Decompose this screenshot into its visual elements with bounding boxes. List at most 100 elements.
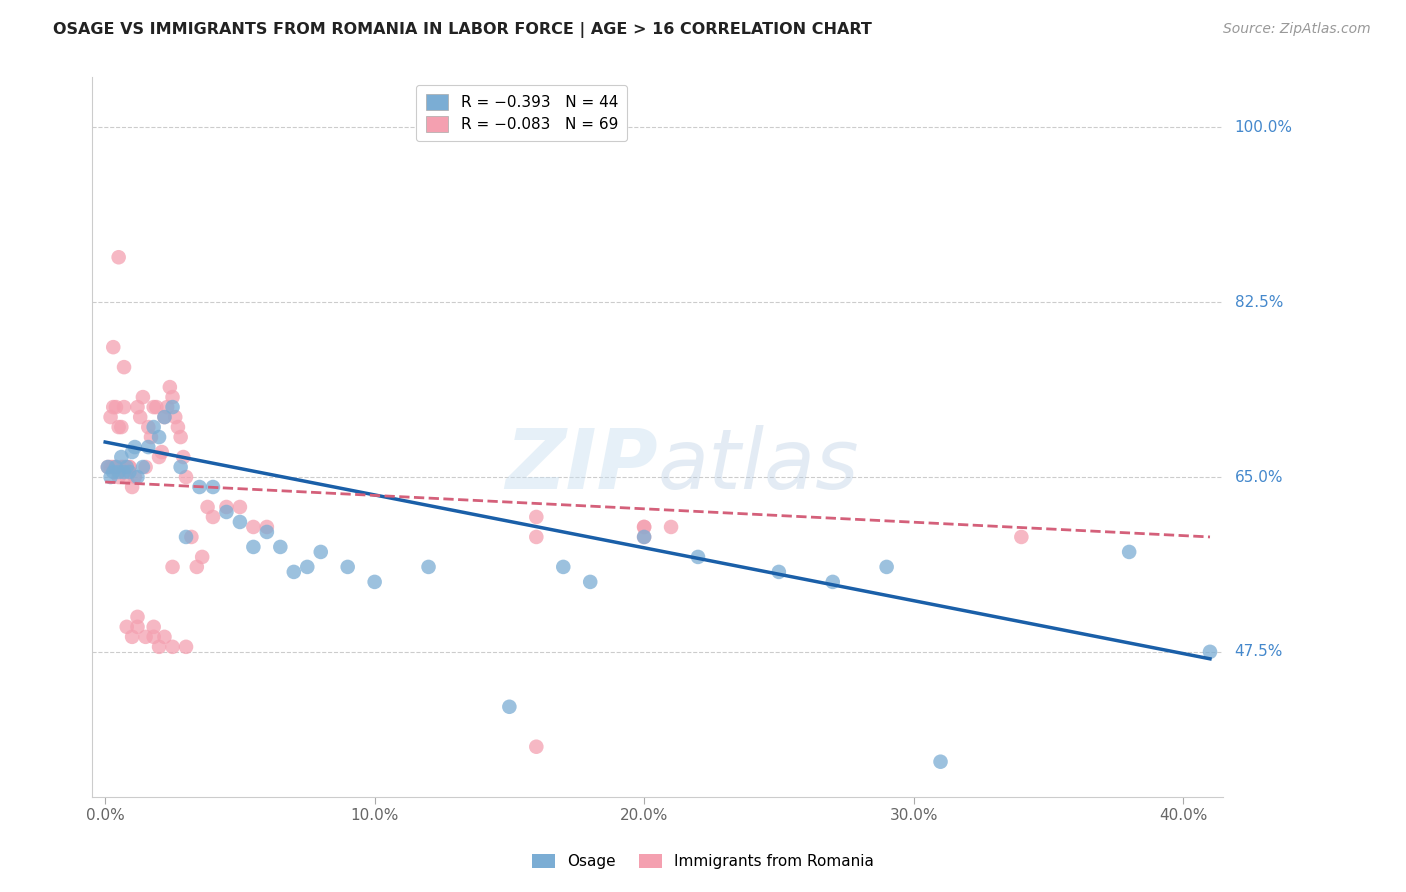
Point bbox=[136, 420, 159, 434]
Point bbox=[124, 440, 146, 454]
Point bbox=[188, 480, 211, 494]
Point bbox=[110, 460, 132, 475]
Text: ZIP: ZIP bbox=[505, 425, 658, 507]
Point bbox=[115, 470, 138, 484]
Text: Source: ZipAtlas.com: Source: ZipAtlas.com bbox=[1223, 22, 1371, 37]
Point bbox=[118, 465, 141, 479]
Point bbox=[633, 530, 655, 544]
Point bbox=[1199, 645, 1222, 659]
Point bbox=[242, 540, 264, 554]
Point bbox=[127, 610, 149, 624]
Point bbox=[524, 739, 547, 754]
Point bbox=[112, 360, 135, 375]
Point bbox=[132, 460, 155, 475]
Point bbox=[363, 574, 385, 589]
Point bbox=[115, 460, 138, 475]
Point bbox=[121, 480, 143, 494]
Point bbox=[186, 560, 208, 574]
Point bbox=[112, 400, 135, 414]
Point bbox=[229, 500, 252, 514]
Point bbox=[112, 460, 135, 475]
Point bbox=[150, 445, 173, 459]
Point bbox=[135, 460, 157, 475]
Point bbox=[418, 560, 440, 574]
Point bbox=[165, 410, 187, 425]
Point bbox=[139, 430, 162, 444]
Point bbox=[174, 470, 197, 484]
Point bbox=[100, 460, 122, 475]
Text: 100.0%: 100.0% bbox=[1234, 120, 1292, 135]
Point bbox=[174, 640, 197, 654]
Point bbox=[297, 560, 319, 574]
Point bbox=[148, 640, 170, 654]
Point bbox=[129, 410, 152, 425]
Point bbox=[579, 574, 602, 589]
Point bbox=[136, 440, 159, 454]
Point bbox=[159, 380, 181, 394]
Point bbox=[110, 420, 132, 434]
Point bbox=[929, 755, 952, 769]
Point bbox=[153, 410, 176, 425]
Point bbox=[162, 400, 184, 414]
Point bbox=[127, 620, 149, 634]
Point bbox=[524, 510, 547, 524]
Point bbox=[112, 465, 135, 479]
Point bbox=[148, 450, 170, 464]
Text: 47.5%: 47.5% bbox=[1234, 644, 1282, 659]
Text: 82.5%: 82.5% bbox=[1234, 294, 1282, 310]
Point bbox=[162, 390, 184, 404]
Point bbox=[103, 465, 125, 479]
Point bbox=[169, 430, 191, 444]
Point bbox=[821, 574, 844, 589]
Point bbox=[103, 400, 125, 414]
Point bbox=[242, 520, 264, 534]
Point bbox=[1010, 530, 1032, 544]
Point bbox=[256, 520, 278, 534]
Point bbox=[145, 400, 167, 414]
Point bbox=[191, 549, 214, 564]
Point bbox=[283, 565, 305, 579]
Point bbox=[107, 420, 129, 434]
Point bbox=[103, 340, 125, 354]
Point bbox=[142, 400, 165, 414]
Text: atlas: atlas bbox=[658, 425, 859, 507]
Point bbox=[633, 520, 655, 534]
Point bbox=[118, 460, 141, 475]
Point bbox=[1118, 545, 1140, 559]
Point bbox=[215, 505, 238, 519]
Point bbox=[336, 560, 359, 574]
Point bbox=[132, 390, 155, 404]
Point bbox=[127, 400, 149, 414]
Point bbox=[148, 430, 170, 444]
Point bbox=[127, 470, 149, 484]
Point bbox=[633, 520, 655, 534]
Point bbox=[121, 445, 143, 459]
Point bbox=[167, 420, 190, 434]
Point bbox=[180, 530, 202, 544]
Point bbox=[142, 420, 165, 434]
Point bbox=[162, 560, 184, 574]
Point bbox=[876, 560, 898, 574]
Point bbox=[100, 470, 122, 484]
Point bbox=[153, 630, 176, 644]
Point bbox=[162, 640, 184, 654]
Point bbox=[269, 540, 291, 554]
Point bbox=[121, 630, 143, 644]
Point bbox=[104, 460, 127, 475]
Point bbox=[169, 460, 191, 475]
Point bbox=[553, 560, 575, 574]
Point bbox=[107, 470, 129, 484]
Point bbox=[142, 620, 165, 634]
Point bbox=[107, 465, 129, 479]
Point bbox=[156, 400, 179, 414]
Point bbox=[110, 450, 132, 464]
Text: OSAGE VS IMMIGRANTS FROM ROMANIA IN LABOR FORCE | AGE > 16 CORRELATION CHART: OSAGE VS IMMIGRANTS FROM ROMANIA IN LABO… bbox=[53, 22, 872, 38]
Point bbox=[118, 460, 141, 475]
Point bbox=[201, 480, 224, 494]
Point bbox=[174, 530, 197, 544]
Point bbox=[107, 250, 129, 264]
Point bbox=[201, 510, 224, 524]
Point bbox=[229, 515, 252, 529]
Point bbox=[104, 460, 127, 475]
Legend: R = −0.393   N = 44, R = −0.083   N = 69: R = −0.393 N = 44, R = −0.083 N = 69 bbox=[416, 85, 627, 142]
